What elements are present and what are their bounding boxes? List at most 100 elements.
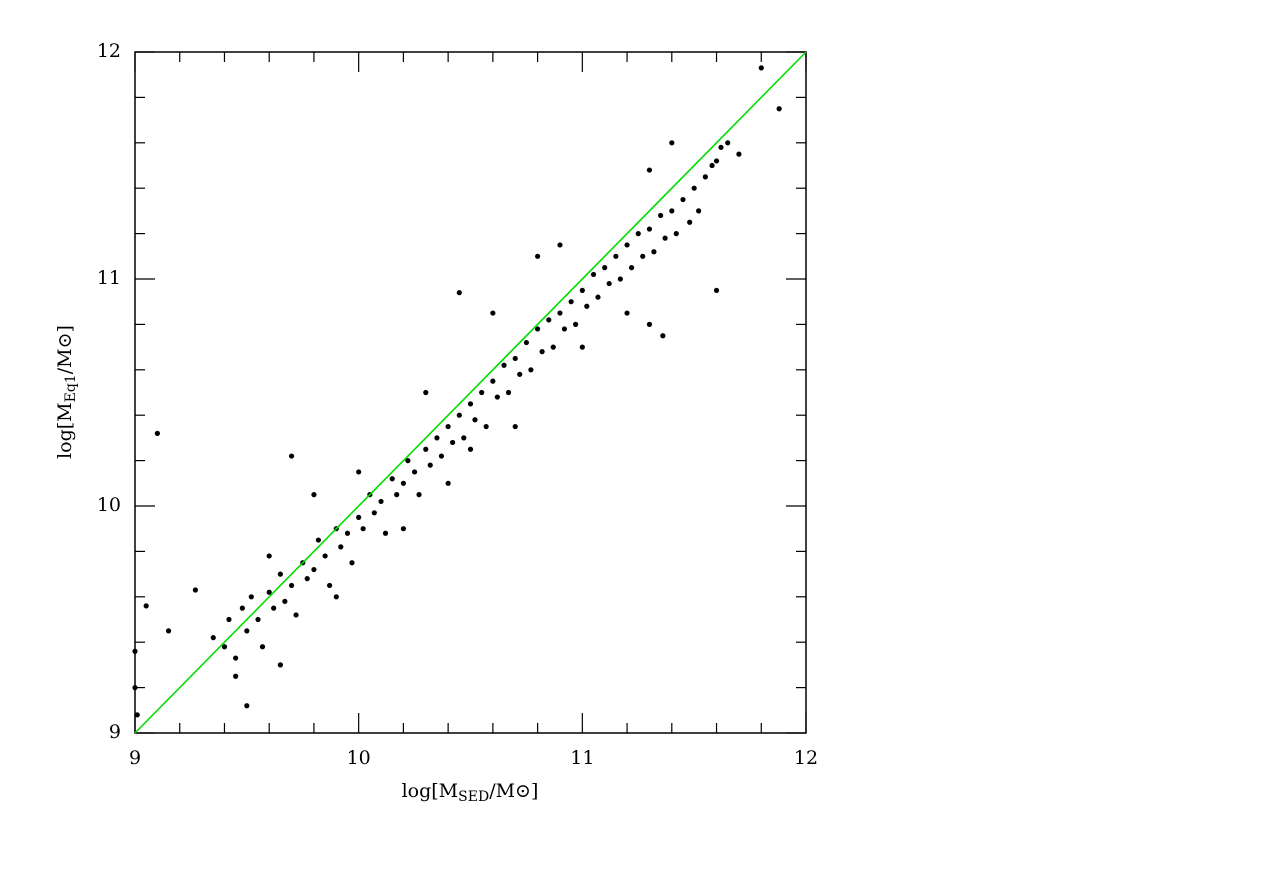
point	[416, 492, 422, 498]
point	[304, 576, 310, 582]
point	[635, 231, 641, 237]
point	[680, 196, 686, 203]
point	[311, 492, 317, 498]
point	[758, 65, 764, 71]
point	[624, 242, 630, 248]
x-tick-label: 10	[347, 747, 371, 769]
point	[561, 326, 568, 332]
point	[233, 673, 239, 679]
y-tick-label: 11	[97, 267, 121, 289]
point	[461, 435, 467, 441]
point	[271, 605, 277, 611]
point	[288, 582, 295, 589]
point	[248, 594, 254, 600]
point	[315, 537, 322, 543]
point	[595, 294, 601, 300]
x-tick-label: 11	[570, 747, 594, 769]
point	[293, 612, 299, 618]
point	[266, 553, 272, 559]
point	[221, 644, 228, 650]
point	[394, 492, 400, 498]
point	[550, 344, 556, 350]
point	[479, 389, 485, 396]
point	[606, 280, 612, 287]
point	[288, 453, 295, 459]
point	[233, 655, 239, 661]
x-tick-label: 12	[794, 747, 818, 769]
plot-frame	[134, 51, 807, 734]
point	[344, 530, 351, 536]
point	[624, 310, 630, 316]
point	[557, 310, 563, 316]
point	[333, 594, 339, 600]
point	[405, 458, 411, 464]
point	[501, 362, 507, 368]
point	[255, 616, 261, 623]
point	[360, 526, 366, 532]
x-tick-label: 9	[129, 747, 141, 769]
point	[691, 185, 697, 191]
point	[528, 367, 534, 373]
point	[713, 287, 720, 293]
point	[590, 271, 597, 278]
point	[646, 167, 653, 173]
point	[438, 453, 445, 459]
point	[445, 423, 451, 430]
point	[259, 644, 266, 650]
point	[579, 287, 585, 293]
point	[467, 446, 474, 452]
point	[517, 371, 523, 377]
point	[210, 635, 216, 641]
point	[450, 439, 456, 446]
point	[132, 685, 138, 691]
point	[239, 605, 245, 611]
point	[546, 317, 552, 323]
point	[244, 703, 250, 709]
point	[709, 162, 715, 169]
point	[736, 151, 742, 157]
point	[356, 514, 362, 520]
point	[427, 462, 433, 468]
point	[132, 648, 138, 654]
point	[192, 587, 198, 593]
point	[602, 265, 608, 271]
point	[400, 526, 406, 532]
point	[512, 423, 518, 430]
point	[423, 446, 429, 452]
point	[535, 326, 541, 332]
point	[568, 299, 574, 305]
point	[411, 469, 418, 475]
point	[687, 219, 693, 225]
point	[165, 628, 172, 634]
point	[143, 603, 149, 609]
point	[628, 265, 635, 271]
point	[423, 389, 429, 396]
point	[713, 158, 720, 164]
point	[512, 355, 518, 362]
point	[456, 412, 462, 418]
point	[445, 480, 451, 486]
point	[378, 498, 384, 505]
point	[702, 174, 708, 180]
point	[673, 231, 679, 237]
point	[646, 321, 653, 327]
point	[266, 589, 272, 595]
y-axis-label: log[MEq1/M⊙]	[54, 325, 79, 459]
point	[467, 401, 474, 407]
point	[490, 310, 496, 316]
point	[490, 378, 496, 384]
point	[651, 249, 657, 255]
point	[579, 344, 585, 350]
point	[646, 226, 653, 232]
point	[311, 566, 317, 573]
point	[483, 423, 489, 430]
point	[400, 480, 406, 486]
reference-line	[134, 51, 807, 734]
point	[226, 616, 232, 623]
point	[660, 333, 666, 339]
point	[456, 290, 462, 296]
point	[134, 712, 140, 718]
point	[382, 530, 389, 536]
